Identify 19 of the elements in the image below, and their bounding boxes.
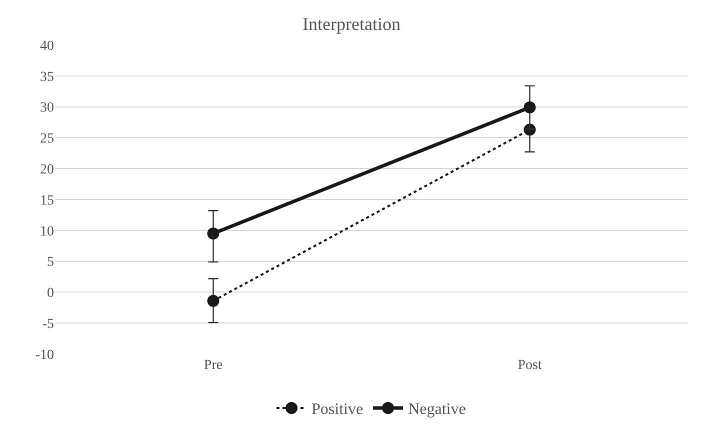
- chart-title: Interpretation: [302, 14, 400, 34]
- point: [207, 227, 220, 240]
- y-tick-label: -5: [42, 317, 54, 332]
- y-tick-label: 20: [40, 162, 54, 178]
- y-tick-label: 10: [40, 224, 54, 240]
- x-tick-label: Post: [518, 358, 542, 373]
- legend-label: Positive: [312, 401, 364, 418]
- x-tick-label: Pre: [204, 358, 223, 373]
- y-tick-label: 0: [47, 286, 54, 302]
- y-tick-label: -10: [35, 348, 54, 363]
- point: [207, 294, 220, 307]
- legend-label: Negative: [408, 401, 466, 418]
- point: [524, 101, 536, 114]
- y-tick-label: 5: [47, 255, 54, 270]
- y-tick-label: 30: [40, 100, 54, 116]
- y-tick-label: 40: [40, 38, 54, 54]
- y-tick-label: 15: [40, 193, 54, 208]
- y-tick-label: 25: [40, 132, 54, 147]
- y-tick-label: 35: [40, 70, 54, 85]
